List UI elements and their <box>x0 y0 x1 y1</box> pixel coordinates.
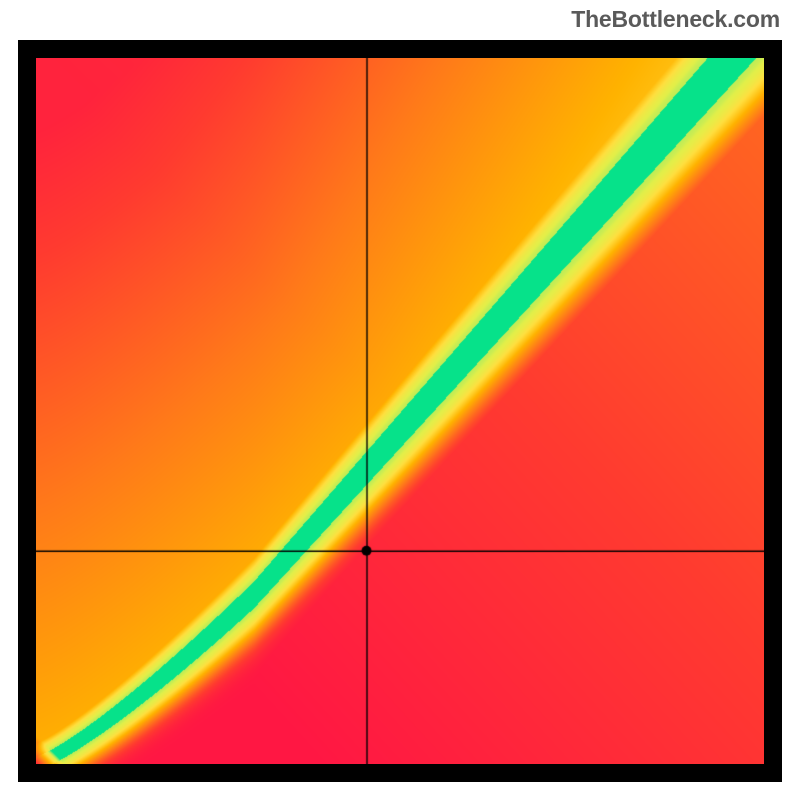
chart-container: TheBottleneck.com <box>0 0 800 800</box>
crosshair-overlay <box>36 58 764 764</box>
watermark-text: TheBottleneck.com <box>571 6 780 33</box>
plot-frame <box>18 40 782 782</box>
